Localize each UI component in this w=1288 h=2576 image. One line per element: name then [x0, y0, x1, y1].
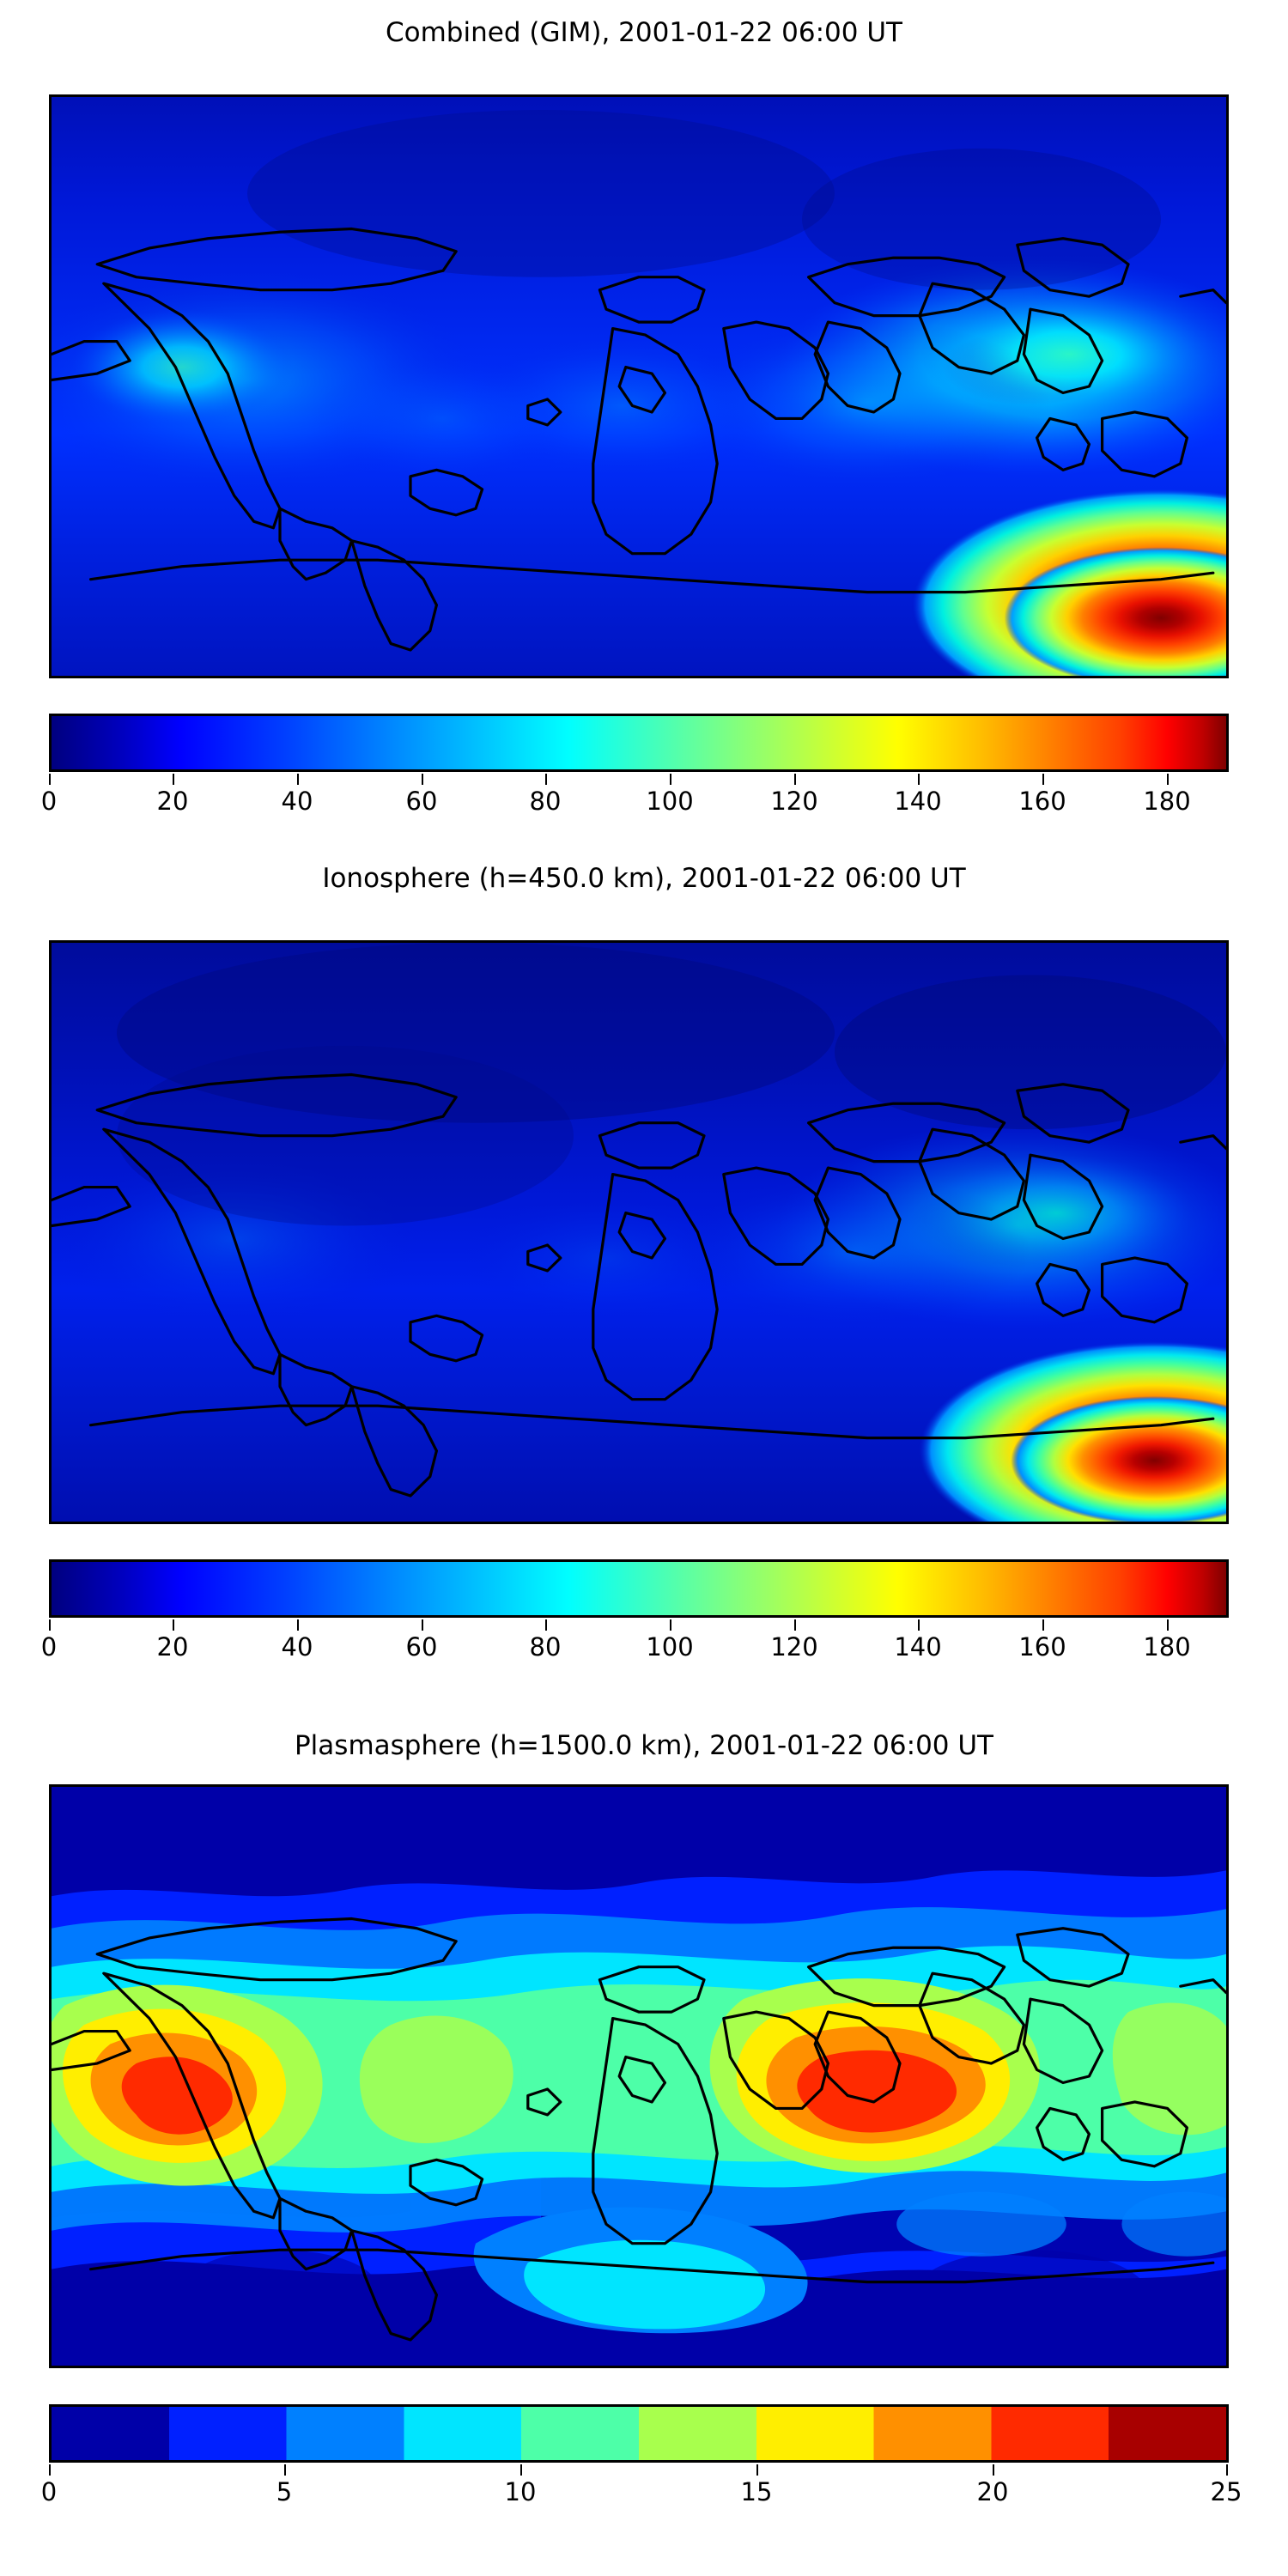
cbar1-tick-40: 40 — [281, 787, 313, 816]
cbar1-tick-120: 120 — [770, 787, 818, 816]
panel-title-ionosphere: Ionosphere (h=450.0 km), 2001-01-22 06:0… — [322, 863, 966, 894]
colorbar-ionosphere[interactable]: 0 20 40 60 80 100 120 140 160 180 — [41, 1559, 1229, 1662]
cbar1-tick-80: 80 — [529, 787, 562, 816]
map-combined-gim[interactable] — [49, 94, 1229, 678]
cbar2-tick-20: 20 — [156, 1632, 189, 1662]
cbar2-tick-60: 60 — [405, 1632, 438, 1662]
map-canvas-combined — [52, 97, 1226, 676]
cbar1-tick-60: 60 — [405, 787, 438, 816]
cbar3-tick-0: 0 — [40, 2477, 58, 2506]
coastlines-combined — [52, 227, 1226, 652]
cbar1-tick-20: 20 — [156, 787, 189, 816]
cbar1-tick-100: 100 — [646, 787, 694, 816]
cbar3-tick-25: 25 — [1210, 2477, 1242, 2506]
map-canvas-ionosphere — [52, 943, 1226, 1522]
cbar1-tick-180: 180 — [1143, 787, 1191, 816]
map-plasmasphere[interactable] — [49, 1784, 1229, 2368]
cbar3-tick-20: 20 — [976, 2477, 1009, 2506]
cbar2-tick-120: 120 — [770, 1632, 818, 1662]
coastlines-ionosphere — [52, 1072, 1226, 1498]
colorbar-ticks-plasmasphere: 0 5 10 15 20 25 — [41, 2464, 1242, 2507]
cbar2-tick-100: 100 — [646, 1632, 694, 1662]
panel-title-combined: Combined (GIM), 2001-01-22 06:00 UT — [386, 17, 902, 48]
cbar1-tick-0: 0 — [40, 787, 58, 816]
cbar3-tick-5: 5 — [276, 2477, 293, 2506]
cbar1-tick-160: 160 — [1018, 787, 1066, 816]
colorbar-bands-plasmasphere — [49, 2404, 1229, 2463]
colorbar-gradient-ionosphere — [49, 1559, 1229, 1618]
map-ionosphere[interactable] — [49, 940, 1229, 1524]
panel-title-plasmasphere: Plasmasphere (h=1500.0 km), 2001-01-22 0… — [294, 1730, 993, 1761]
cbar3-tick-10: 10 — [504, 2477, 537, 2506]
colorbar-combined[interactable]: 0 20 40 60 80 100 120 140 160 180 — [41, 714, 1229, 817]
cbar2-tick-160: 160 — [1018, 1632, 1066, 1662]
cbar2-tick-180: 180 — [1143, 1632, 1191, 1662]
map-canvas-plasmasphere — [52, 1787, 1226, 2366]
cbar2-tick-140: 140 — [894, 1632, 942, 1662]
colorbar-plasmasphere[interactable]: 0 5 10 15 20 25 — [41, 2404, 1242, 2507]
colorbar-ticks-combined: 0 20 40 60 80 100 120 140 160 180 — [41, 774, 1229, 817]
cbar2-tick-0: 0 — [40, 1632, 58, 1662]
colorbar-gradient-combined — [49, 714, 1229, 772]
cbar2-tick-80: 80 — [529, 1632, 562, 1662]
coastlines-plasmasphere — [52, 1917, 1226, 2342]
colorbar-ticks-ionosphere: 0 20 40 60 80 100 120 140 160 180 — [41, 1619, 1229, 1662]
cbar1-tick-140: 140 — [894, 787, 942, 816]
cbar3-tick-15: 15 — [740, 2477, 773, 2506]
cbar2-tick-40: 40 — [281, 1632, 313, 1662]
